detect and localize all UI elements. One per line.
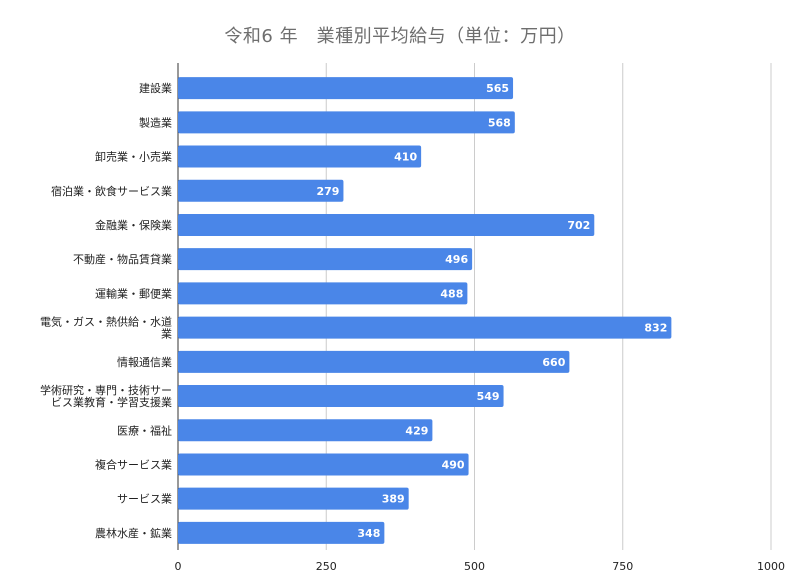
- bar: [178, 248, 473, 271]
- data-label: 429: [405, 424, 428, 437]
- bar: [178, 179, 344, 202]
- data-label: 410: [394, 151, 417, 164]
- data-label: 488: [440, 287, 463, 300]
- bar: [178, 213, 595, 236]
- bar: [178, 111, 515, 134]
- gridlines: [177, 63, 772, 550]
- data-label: 348: [357, 527, 380, 540]
- bar: [178, 487, 409, 510]
- data-label: 389: [382, 493, 405, 506]
- x-axis-ticks: 0 250 500 750 1000: [175, 560, 786, 573]
- category-label: 医療・福祉: [117, 423, 172, 437]
- data-label: 490: [442, 458, 465, 471]
- chart-title: 令和6 年 業種別平均給与（単位：万円）: [224, 26, 576, 47]
- data-label: 702: [567, 219, 590, 232]
- x-tick-label: 250: [316, 560, 337, 573]
- bar: [178, 282, 468, 305]
- x-tick-label: 500: [464, 560, 485, 573]
- bar: [178, 521, 385, 544]
- category-labels: 建設業製造業卸売業・小売業宿泊業・飲食サービス業金融業・保険業不動産・物品賃貸業…: [40, 81, 172, 540]
- category-label: 運輸業・郵便業: [95, 286, 172, 300]
- bar: [178, 145, 422, 168]
- bar: [178, 385, 504, 408]
- x-tick-label: 0: [175, 560, 182, 573]
- category-label: 宿泊業・飲食サービス業: [51, 184, 172, 198]
- category-label: 不動産・物品賃貸業: [73, 252, 172, 266]
- bar: [178, 316, 672, 339]
- bar: [178, 419, 433, 442]
- category-label: 複合サービス業: [95, 457, 172, 471]
- category-label: 卸売業・小売業: [95, 150, 172, 164]
- x-tick-label: 750: [612, 560, 633, 573]
- category-label: 農林水産・鉱業: [95, 526, 172, 540]
- data-label: 549: [477, 390, 500, 403]
- category-label: 建設業: [139, 81, 172, 95]
- category-label: 電気・ガス・熱供給・水道業: [40, 315, 172, 341]
- category-label: 学術研究・専門・技術サービス業教育・学習支援業: [40, 383, 172, 409]
- x-tick-label: 1000: [757, 560, 785, 573]
- category-label: サービス業: [117, 493, 172, 506]
- bars: 565 568 410 279 702 496 488 832 660 549 429 490 389 3…: [178, 77, 672, 544]
- bar: [178, 77, 514, 100]
- data-label: 568: [488, 116, 511, 129]
- data-label: 496: [445, 253, 468, 266]
- data-label: 279: [316, 185, 339, 198]
- data-label: 660: [542, 356, 565, 369]
- data-label: 565: [486, 82, 509, 95]
- data-label: 832: [644, 322, 667, 335]
- category-label: 情報通信業: [117, 356, 172, 369]
- bar: [178, 350, 570, 373]
- category-label: 製造業: [139, 115, 172, 129]
- bar: [178, 453, 469, 476]
- category-label: 金融業・保険業: [95, 218, 172, 232]
